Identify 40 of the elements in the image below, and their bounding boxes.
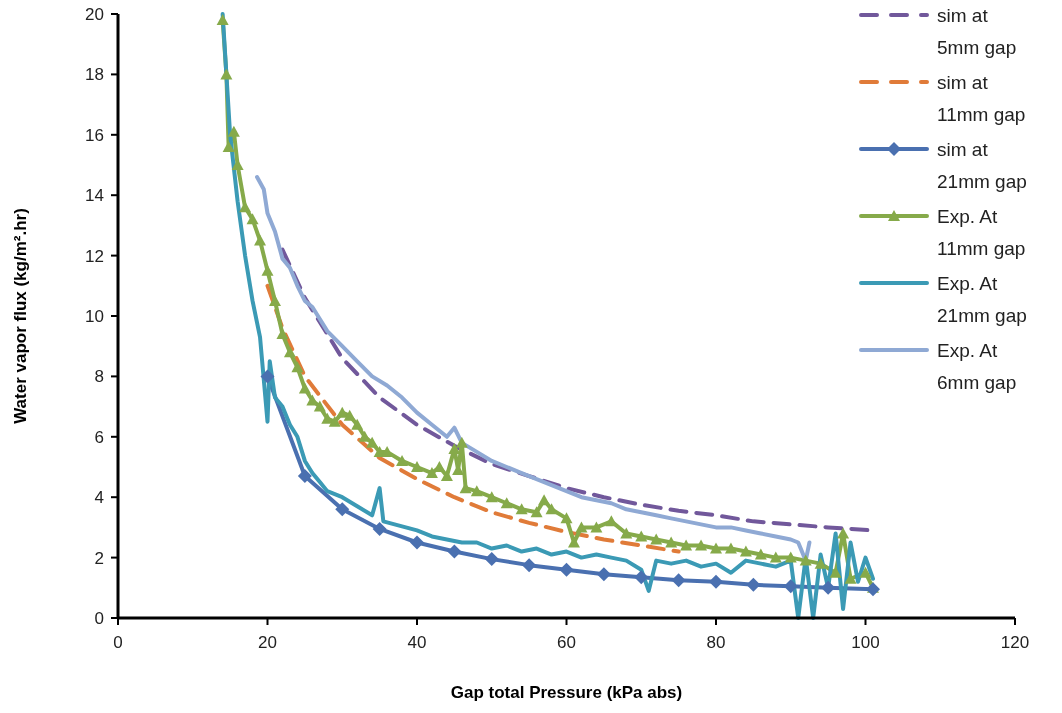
y-tick-label: 14 (85, 186, 104, 206)
x-tick-label: 40 (407, 633, 427, 652)
point (372, 521, 387, 536)
point (447, 544, 462, 559)
point (260, 369, 275, 384)
point (746, 577, 761, 592)
point (634, 570, 649, 585)
point (410, 535, 424, 550)
y-tick-label: 0 (94, 608, 104, 628)
point (559, 562, 574, 577)
x-tick-label: 20 (258, 633, 277, 652)
x-tick-label: 60 (557, 633, 576, 652)
x-tick-label: 80 (706, 633, 726, 652)
y-tick-label: 6 (94, 427, 104, 447)
point (709, 574, 723, 589)
y-tick-label: 12 (85, 246, 104, 266)
point (821, 580, 836, 595)
x-tick-label: 0 (113, 633, 123, 652)
point (783, 579, 798, 594)
point (297, 469, 312, 484)
x-tick-label: 120 (1000, 633, 1030, 652)
y-tick-label: 10 (85, 306, 104, 326)
point (522, 558, 537, 573)
y-axis-title: Water vapor flux (kg/m².hr) (11, 208, 30, 424)
legend-label: Exp. At 21mm gap (937, 272, 1027, 326)
y-tick-label: 20 (85, 4, 104, 24)
x-tick-label: 100 (851, 633, 880, 652)
y-tick-label: 16 (85, 125, 104, 145)
x-axis-title: Gap total Pressure (kPa abs) (450, 683, 683, 702)
point (671, 573, 686, 588)
y-tick-label: 18 (85, 65, 104, 85)
point (335, 502, 350, 517)
y-tick-label: 8 (94, 367, 104, 387)
point (596, 567, 611, 582)
legend-label: Exp. At 6mm gap (937, 339, 1017, 393)
legend-label: Exp. At 11mm gap (937, 205, 1026, 259)
y-tick-label: 2 (94, 548, 104, 568)
legend-label: sim at 21mm gap (937, 138, 1027, 192)
point (484, 552, 499, 567)
y-tick-label: 4 (94, 488, 104, 508)
